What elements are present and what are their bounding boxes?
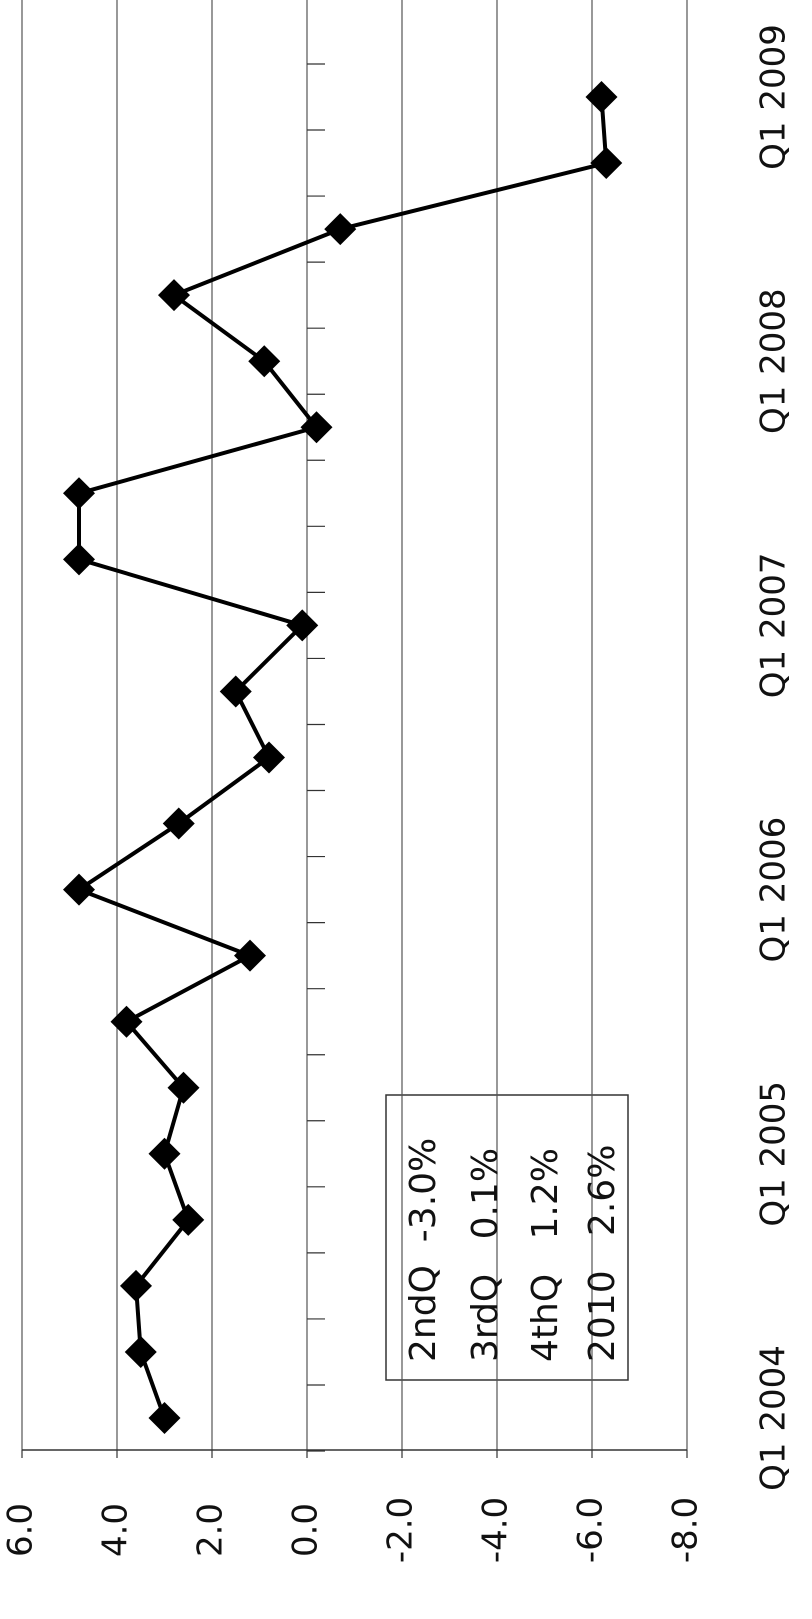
- point-marker: [148, 1402, 181, 1434]
- point-marker: [286, 609, 319, 642]
- y-tick-label: 2.0: [191, 1503, 231, 1557]
- y-tick-label: -2.0: [381, 1497, 421, 1563]
- x-tick-label: Q1 2009: [754, 24, 794, 170]
- point-marker: [148, 1137, 181, 1170]
- y-tick-label: 0.0: [286, 1503, 326, 1557]
- point-marker: [219, 675, 252, 708]
- point-marker: [158, 279, 190, 312]
- y-tick-label: 6.0: [1, 1503, 41, 1557]
- x-tick-label: Q1 2005: [754, 1081, 794, 1227]
- x-tick-label: Q1 2007: [754, 553, 794, 699]
- y-tick-label: -6.0: [571, 1497, 611, 1563]
- point-marker: [172, 1203, 205, 1236]
- point-marker: [110, 1005, 143, 1038]
- point-marker: [253, 741, 285, 774]
- point-marker: [63, 543, 95, 576]
- annotation: 4thQ 1.2%: [525, 1148, 566, 1362]
- point-marker: [63, 477, 95, 510]
- x-tick-label: Q1 2006: [754, 817, 794, 963]
- x-tick-label: Q1 2004: [754, 1345, 794, 1491]
- point-marker: [234, 939, 266, 972]
- point-marker: [167, 1071, 200, 1104]
- point-marker: [162, 807, 195, 840]
- y-tick-label: -8.0: [666, 1497, 706, 1563]
- point-marker: [324, 213, 357, 246]
- point-marker: [120, 1269, 152, 1302]
- point-marker: [590, 147, 623, 180]
- point-marker: [248, 345, 281, 378]
- y-tick-label: 4.0: [96, 1503, 136, 1557]
- point-marker: [124, 1335, 157, 1368]
- point-marker: [585, 81, 618, 113]
- annotation: 3rdQ 0.1%: [465, 1148, 506, 1362]
- annotation-box: [385, 1094, 629, 1381]
- point-marker: [300, 411, 333, 444]
- annotation: 2ndQ -3.0%: [403, 1138, 444, 1362]
- y-tick-label: -4.0: [476, 1497, 516, 1563]
- x-tick-label: Q1 2008: [754, 288, 794, 434]
- annotation: 2010 2.6%: [582, 1145, 623, 1362]
- point-marker: [63, 873, 95, 906]
